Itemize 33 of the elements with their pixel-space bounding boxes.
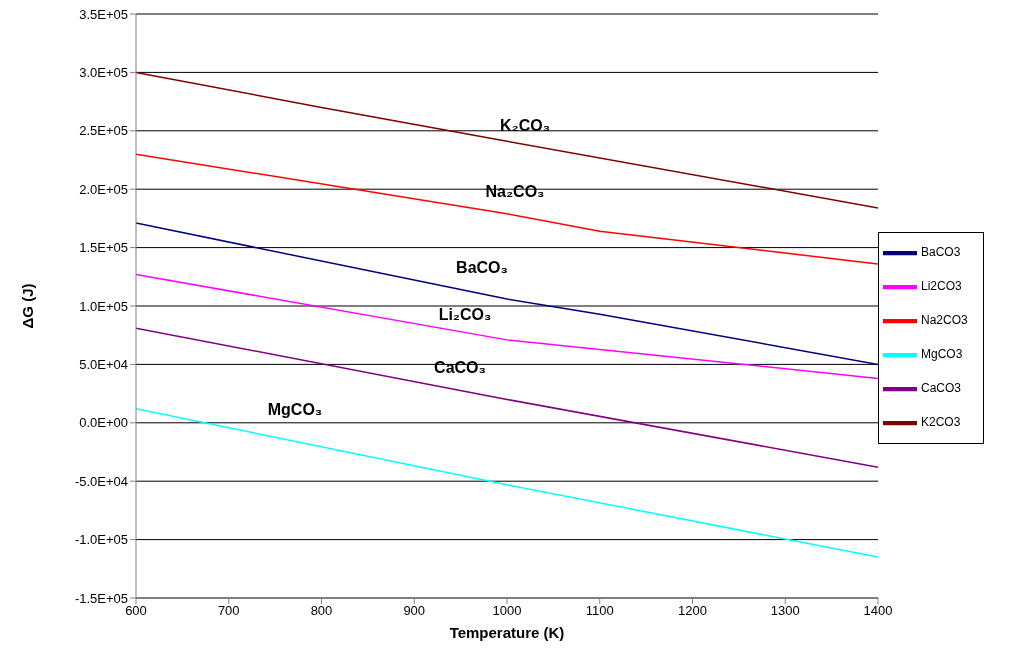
line-series [136, 71, 878, 209]
y-tick-label: 2.5E+05 [79, 123, 128, 139]
annotation: Li₂CO₃ [438, 306, 492, 324]
y-tick-label: 1.5E+05 [79, 240, 128, 256]
x-tick-label: 1400 [863, 603, 893, 619]
x-tick-label: 700 [217, 603, 240, 619]
y-tick-label: -5.0E+04 [74, 473, 128, 489]
annotation: MgCO₃ [267, 401, 323, 419]
y-tick-label: -1.5E+05 [74, 590, 128, 606]
x-axis-title: Temperature (K) [449, 624, 565, 641]
x-tick-label: 1200 [678, 603, 707, 619]
y-tick-label: -1.0E+05 [74, 532, 128, 548]
x-tick-label: 600 [125, 603, 147, 619]
x-tick-label: 1000 [492, 603, 522, 619]
legend-label: Li2CO3 [921, 279, 962, 294]
y-tick-label: 0.0E+00 [79, 415, 128, 431]
legend-label: MgCO3 [921, 347, 963, 362]
legend-label: BaCO3 [921, 245, 961, 260]
y-tick-label: 3.5E+05 [79, 6, 128, 22]
x-tick-label: 900 [403, 603, 426, 619]
y-tick-label: 3.0E+05 [79, 65, 128, 81]
legend-label: Na2CO3 [921, 313, 968, 328]
legend-label: CaCO3 [921, 381, 962, 396]
y-axis-title: ΔG (J) [19, 283, 37, 329]
y-tick-label: 1.0E+05 [79, 298, 128, 314]
x-tick-label: 1100 [585, 603, 614, 619]
x-tick-label: 1300 [770, 603, 800, 619]
annotation: K₂CO₃ [499, 117, 551, 135]
x-tick-label: 800 [310, 603, 333, 619]
annotation: BaCO₃ [456, 259, 508, 277]
legend-label: K2CO3 [921, 415, 961, 430]
y-tick-label: 2.0E+05 [79, 181, 128, 197]
y-tick-label: 5.0E+04 [79, 357, 128, 373]
